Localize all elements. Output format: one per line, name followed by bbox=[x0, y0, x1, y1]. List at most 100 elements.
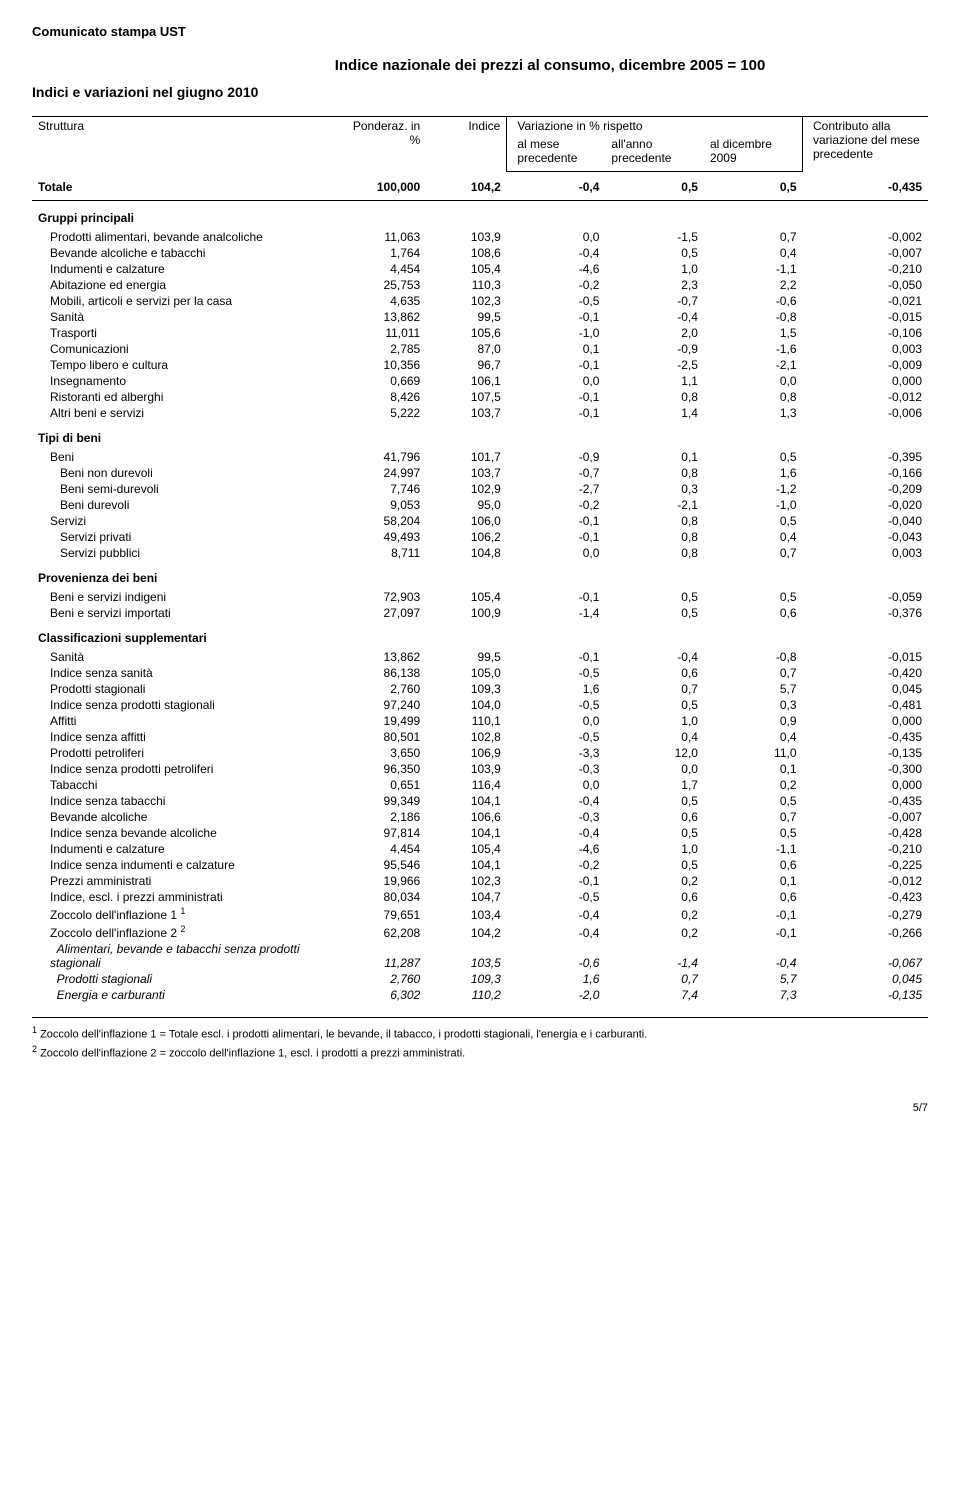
cell-value: 110,2 bbox=[426, 987, 507, 1003]
footnotes: 1 Zoccolo dell'inflazione 1 = Totale esc… bbox=[32, 1017, 928, 1062]
cell-label: Beni non durevoli bbox=[32, 465, 337, 481]
cell-value: 72,903 bbox=[337, 589, 427, 605]
cell-value: 0,5 bbox=[704, 449, 803, 465]
section-label: Classificazioni supplementari bbox=[32, 621, 928, 649]
table-row: Tabacchi0,651116,40,01,70,20,000 bbox=[32, 777, 928, 793]
cell-value: 0,000 bbox=[803, 713, 929, 729]
cell-value: 100,000 bbox=[337, 172, 427, 201]
cell-value: 1,0 bbox=[605, 261, 704, 277]
cell-label: Mobili, articoli e servizi per la casa bbox=[32, 293, 337, 309]
cell-label: Altri beni e servizi bbox=[32, 405, 337, 421]
cell-value: 0,6 bbox=[704, 605, 803, 621]
cell-label: Tabacchi bbox=[32, 777, 337, 793]
cell-value: -0,5 bbox=[507, 697, 606, 713]
cell-value: 0,5 bbox=[605, 172, 704, 201]
cell-value: 0,4 bbox=[704, 245, 803, 261]
cell-value: 106,1 bbox=[426, 373, 507, 389]
cell-value: 8,711 bbox=[337, 545, 427, 561]
cell-value: 0,5 bbox=[605, 589, 704, 605]
cell-value: 0,0 bbox=[507, 777, 606, 793]
cell-value: -0,5 bbox=[507, 665, 606, 681]
cell-value: -0,067 bbox=[803, 941, 929, 971]
cell-value: 0,5 bbox=[605, 793, 704, 809]
cell-value: 19,966 bbox=[337, 873, 427, 889]
cell-value: 1,764 bbox=[337, 245, 427, 261]
table-row: Beni e servizi importati27,097100,9-1,40… bbox=[32, 605, 928, 621]
cell-value: 0,651 bbox=[337, 777, 427, 793]
cell-label: Indice senza indumenti e calzature bbox=[32, 857, 337, 873]
cell-value: -0,040 bbox=[803, 513, 929, 529]
cell-value: 0,5 bbox=[605, 825, 704, 841]
cell-value: 2,0 bbox=[605, 325, 704, 341]
cell-value: -0,8 bbox=[704, 309, 803, 325]
cell-label: Bevande alcoliche bbox=[32, 809, 337, 825]
col-variazione-group: Variazione in % rispetto bbox=[507, 117, 803, 136]
cell-value: -0,395 bbox=[803, 449, 929, 465]
table-row: Indice senza sanità86,138105,0-0,50,60,7… bbox=[32, 665, 928, 681]
cell-label: Zoccolo dell'inflazione 1 1 bbox=[32, 905, 337, 923]
cell-value: 103,7 bbox=[426, 405, 507, 421]
cell-label: Beni e servizi importati bbox=[32, 605, 337, 621]
cell-value: -2,7 bbox=[507, 481, 606, 497]
cell-value: 0,1 bbox=[605, 449, 704, 465]
table-row: Prodotti alimentari, bevande analcoliche… bbox=[32, 229, 928, 245]
cell-value: -0,012 bbox=[803, 873, 929, 889]
page-number: 5/7 bbox=[32, 1102, 928, 1114]
cell-value: -0,135 bbox=[803, 987, 929, 1003]
cell-label: Prodotti stagionali bbox=[32, 681, 337, 697]
table-row: Servizi58,204106,0-0,10,80,5-0,040 bbox=[32, 513, 928, 529]
cell-value: -0,7 bbox=[605, 293, 704, 309]
data-table: Struttura Ponderaz. in % Indice Variazio… bbox=[32, 116, 928, 1003]
cell-value: -0,007 bbox=[803, 809, 929, 825]
cell-value: 103,4 bbox=[426, 905, 507, 923]
cell-value: -0,4 bbox=[507, 905, 606, 923]
cell-value: 7,746 bbox=[337, 481, 427, 497]
cell-value: 87,0 bbox=[426, 341, 507, 357]
cell-value: 0,5 bbox=[605, 857, 704, 873]
cell-value: -0,015 bbox=[803, 649, 929, 665]
cell-value: -0,9 bbox=[507, 449, 606, 465]
cell-value: -1,4 bbox=[605, 941, 704, 971]
cell-value: 102,3 bbox=[426, 873, 507, 889]
cell-value: 5,7 bbox=[704, 971, 803, 987]
cell-value: -1,2 bbox=[704, 481, 803, 497]
cell-label: Totale bbox=[32, 172, 337, 201]
cell-value: 1,0 bbox=[605, 841, 704, 857]
cell-label: Servizi bbox=[32, 513, 337, 529]
cell-value: 19,499 bbox=[337, 713, 427, 729]
col-indice: Indice bbox=[426, 117, 507, 172]
cell-value: -1,4 bbox=[507, 605, 606, 621]
cell-label: Energia e carburanti bbox=[32, 987, 337, 1003]
cell-value: -0,1 bbox=[507, 649, 606, 665]
cell-value: -0,2 bbox=[507, 497, 606, 513]
cell-value: 2,186 bbox=[337, 809, 427, 825]
cell-value: 105,6 bbox=[426, 325, 507, 341]
cell-value: 0,8 bbox=[605, 465, 704, 481]
section-header: Gruppi principali bbox=[32, 201, 928, 230]
cell-value: -0,4 bbox=[507, 793, 606, 809]
cell-value: 0,6 bbox=[605, 809, 704, 825]
cell-value: 0,5 bbox=[704, 589, 803, 605]
cell-label: Beni durevoli bbox=[32, 497, 337, 513]
cell-value: -0,279 bbox=[803, 905, 929, 923]
cell-value: 7,3 bbox=[704, 987, 803, 1003]
cell-value: 105,4 bbox=[426, 841, 507, 857]
cell-value: 0,669 bbox=[337, 373, 427, 389]
cell-value: 0,003 bbox=[803, 341, 929, 357]
cell-value: 10,356 bbox=[337, 357, 427, 373]
cell-value: -0,4 bbox=[507, 825, 606, 841]
cell-value: -0,5 bbox=[507, 729, 606, 745]
cell-value: 0,7 bbox=[704, 545, 803, 561]
section-label: Gruppi principali bbox=[32, 201, 928, 230]
cell-value: 2,2 bbox=[704, 277, 803, 293]
cell-value: -0,9 bbox=[605, 341, 704, 357]
table-row: Alimentari, bevande e tabacchi senza pro… bbox=[32, 941, 928, 971]
cell-value: 103,9 bbox=[426, 761, 507, 777]
table-row: Prodotti stagionali2,760109,31,60,75,70,… bbox=[32, 681, 928, 697]
cell-value: -0,3 bbox=[507, 761, 606, 777]
cell-value: 0,6 bbox=[704, 857, 803, 873]
cell-value: 0,5 bbox=[704, 513, 803, 529]
cell-value: 0,2 bbox=[704, 777, 803, 793]
footnote-2: 2 Zoccolo dell'inflazione 2 = zoccolo de… bbox=[32, 1043, 928, 1062]
cell-value: 4,454 bbox=[337, 261, 427, 277]
